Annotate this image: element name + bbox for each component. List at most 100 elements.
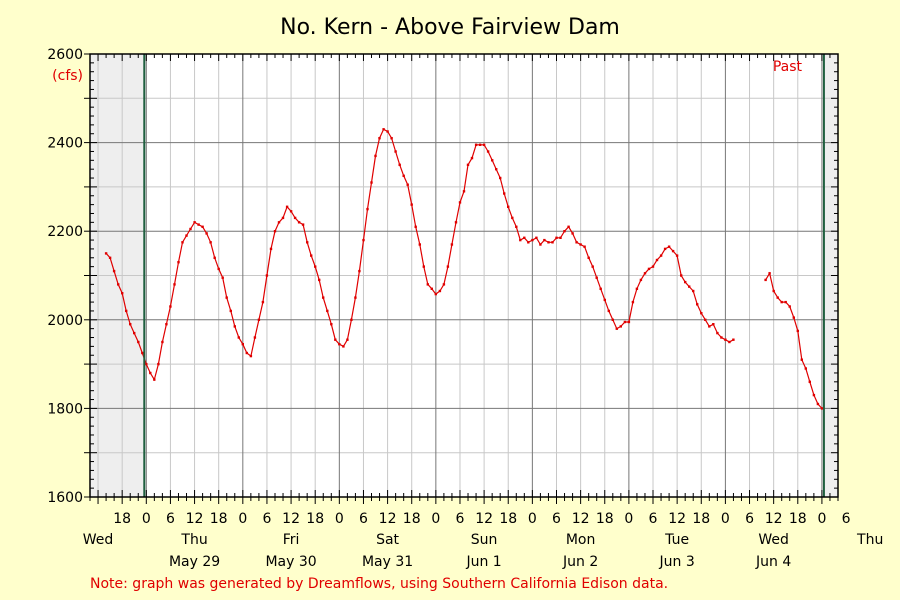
data-point [820, 407, 824, 410]
grid [90, 54, 838, 497]
data-point [764, 278, 767, 282]
x-tick-label: 6 [842, 511, 851, 527]
data-point [342, 345, 345, 348]
data-point [643, 272, 647, 275]
x-tick-label: 18 [692, 511, 710, 527]
data-point [121, 292, 124, 295]
x-tick-label: 6 [456, 511, 465, 527]
date-label: Jun 4 [755, 554, 791, 570]
data-point [225, 296, 228, 299]
data-point [692, 289, 695, 293]
data-point [153, 378, 156, 381]
y-tick-label: 2000 [47, 313, 83, 329]
day-label: Mon [566, 532, 596, 548]
data-point [816, 402, 820, 406]
data-point [523, 236, 526, 239]
x-tick-label: 0 [528, 511, 537, 527]
data-point [675, 254, 679, 257]
data-point [611, 318, 614, 321]
data-point [503, 192, 506, 195]
data-point [563, 230, 566, 233]
data-point [438, 289, 442, 293]
data-point [776, 296, 779, 299]
data-point [157, 362, 160, 366]
data-point [108, 256, 112, 259]
data-point [322, 296, 325, 299]
y-tick-labels: 1600 1800 2000 2200 2400 2600 [47, 47, 83, 506]
data-point [599, 287, 602, 290]
data-point [567, 225, 570, 228]
data-point [491, 159, 494, 162]
data-point [169, 305, 172, 308]
data-point [217, 267, 220, 271]
x-tick-label: 18 [499, 511, 517, 527]
data-point [716, 331, 719, 335]
x-tick-label: 6 [166, 511, 175, 527]
x-tick-label: 6 [552, 511, 561, 527]
data-point [704, 318, 707, 321]
data-point [454, 221, 458, 224]
data-point [189, 227, 192, 231]
data-point [137, 340, 140, 344]
footer-note: Note: graph was generated by Dreamflows,… [90, 576, 668, 592]
data-point [466, 163, 470, 166]
data-point [301, 223, 305, 226]
x-tick-label: 12 [668, 511, 686, 527]
data-point [543, 238, 546, 242]
data-point [527, 241, 530, 244]
x-tick-label: 12 [186, 511, 204, 527]
data-point [293, 216, 297, 220]
data-point [788, 305, 791, 308]
x-tick-label: 12 [765, 511, 783, 527]
data-point [253, 336, 257, 339]
data-point [414, 225, 417, 228]
day-label: Tue [664, 532, 689, 548]
date-label: Jun 2 [562, 554, 598, 570]
data-point [145, 362, 148, 366]
data-point [450, 243, 454, 246]
data-point [511, 216, 514, 220]
data-point [667, 245, 671, 248]
data-point [531, 238, 534, 242]
data-point [579, 243, 582, 246]
data-point [539, 243, 542, 246]
data-point [812, 393, 816, 397]
data-point [458, 201, 462, 204]
x-tick-label: 18 [789, 511, 807, 527]
x-tick-labels: 18 0 6 12 18 0 6 12 18 0 6 12 18 0 6 12 18 0 6 12 18 0 6 12 18 0 6… [113, 511, 850, 527]
data-point [684, 280, 687, 284]
x-tick-label: 12 [475, 511, 493, 527]
data-point [201, 225, 204, 228]
data-point [104, 252, 108, 255]
data-point [362, 238, 365, 242]
data-point [631, 300, 635, 304]
data-point [462, 190, 466, 193]
data-point [410, 203, 413, 206]
data-point [784, 300, 787, 304]
data-point [603, 298, 606, 302]
data-point [808, 380, 811, 383]
x-tick-label: 12 [572, 511, 590, 527]
data-point [474, 143, 478, 146]
data-point [314, 265, 317, 268]
data-point [571, 232, 574, 235]
y-tick-label: 2600 [47, 47, 83, 63]
data-point [173, 283, 176, 286]
y-tick-label: 2400 [47, 136, 83, 152]
data-point [249, 354, 253, 358]
data-point [607, 309, 610, 313]
data-point [635, 287, 639, 290]
data-point [728, 340, 731, 344]
data-point [358, 269, 361, 273]
data-point [354, 296, 357, 299]
x-tick-label: 6 [359, 511, 368, 527]
data-point [507, 205, 510, 208]
data-point [149, 371, 152, 375]
data-point [583, 245, 586, 248]
data-point [161, 340, 164, 344]
x-tick-label: 6 [745, 511, 754, 527]
data-point [495, 168, 498, 171]
data-point [696, 303, 699, 306]
data-point [406, 183, 409, 186]
